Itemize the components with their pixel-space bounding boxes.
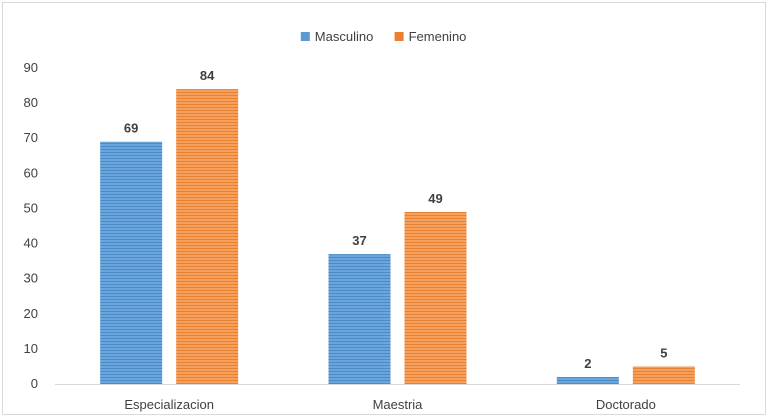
bar-masculino-maestria <box>328 254 391 384</box>
data-label: 84 <box>200 68 215 83</box>
data-label: 37 <box>352 233 366 248</box>
bar-femenino-especializacion <box>176 89 239 385</box>
bar-masculino-especializacion <box>100 141 163 384</box>
y-tick-label: 30 <box>24 271 38 286</box>
data-label: 2 <box>584 356 591 371</box>
y-tick-label: 90 <box>24 60 38 75</box>
bar-femenino-doctorado <box>632 366 695 384</box>
x-category-label: Maestria <box>373 397 424 412</box>
data-label: 5 <box>660 345 667 360</box>
bars: 69 84 37 49 2 5 <box>100 68 695 385</box>
y-tick-label: 80 <box>24 95 38 110</box>
data-label: 49 <box>428 191 442 206</box>
x-category-label: Doctorado <box>596 397 656 412</box>
y-tick-label: 60 <box>24 165 38 180</box>
y-tick-label: 20 <box>24 306 38 321</box>
y-tick-label: 40 <box>24 236 38 251</box>
legend: Masculino Femenino <box>300 29 467 44</box>
legend-label: Femenino <box>409 29 467 44</box>
legend-label: Masculino <box>315 29 374 44</box>
y-tick-label: 0 <box>31 376 38 391</box>
y-tick-label: 10 <box>24 341 38 356</box>
bar-masculino-doctorado <box>556 376 619 384</box>
y-axis: 0 10 20 30 40 50 60 70 80 90 <box>24 60 38 391</box>
y-tick-label: 70 <box>24 130 38 145</box>
data-label: 69 <box>124 121 138 136</box>
y-tick-label: 50 <box>24 200 38 215</box>
legend-swatch-femenino <box>394 32 404 41</box>
x-category-label: Especializacion <box>124 397 214 412</box>
x-axis: Especializacion Maestria Doctorado <box>55 384 740 412</box>
bar-femenino-maestria <box>404 211 467 384</box>
legend-swatch-masculino <box>300 32 310 41</box>
